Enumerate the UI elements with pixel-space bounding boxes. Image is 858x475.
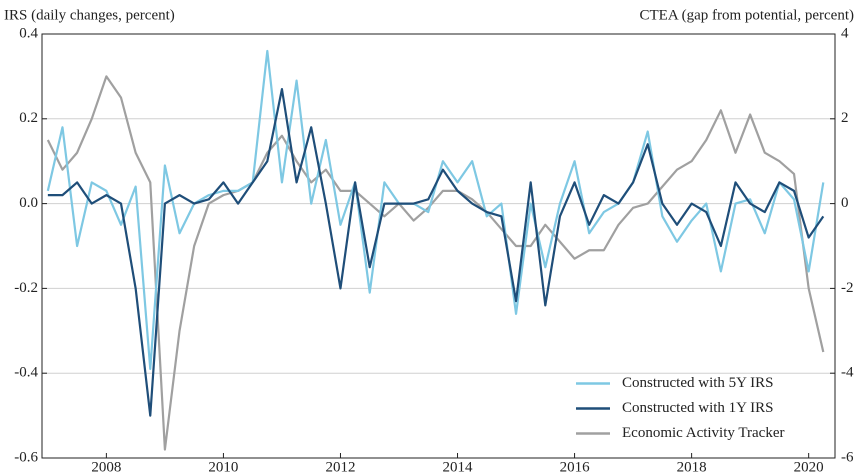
- y2-tick-label: 0: [841, 195, 849, 211]
- x-tick-label: 2010: [208, 459, 238, 475]
- series-line: [46, 75, 825, 451]
- x-tick-label: 2016: [560, 459, 591, 475]
- y-tick-label: 0.0: [19, 195, 38, 211]
- legend-label: Economic Activity Tracker: [622, 425, 784, 441]
- y2-tick-label: -4: [841, 365, 854, 381]
- y-tick-label: -0.4: [14, 365, 38, 381]
- y-tick-label: -0.6: [14, 449, 38, 465]
- x-tick-label: 2014: [443, 459, 474, 475]
- y2-tick-label: 2: [841, 110, 849, 126]
- x-tick-label: 2020: [794, 459, 824, 475]
- y2-tick-label: -2: [841, 280, 854, 296]
- x-tick-label: 2018: [677, 459, 707, 475]
- y2-axis-label: CTEA (gap from potential, percent): [639, 7, 854, 23]
- y2-tick-label: -6: [841, 449, 854, 465]
- y-tick-label: 0.4: [19, 25, 38, 41]
- plot-frame: [41, 33, 836, 459]
- y-tick-label: -0.2: [14, 280, 38, 296]
- x-tick-label: 2012: [325, 459, 355, 475]
- x-tick-label: 2008: [91, 459, 121, 475]
- legend-label: Constructed with 5Y IRS: [622, 375, 774, 391]
- y2-tick-label: 4: [841, 25, 849, 41]
- series-line: [47, 88, 825, 417]
- legend-label: Constructed with 1Y IRS: [622, 400, 774, 416]
- y-axis-label: IRS (daily changes, percent): [4, 7, 175, 23]
- y-tick-label: 0.2: [19, 110, 38, 126]
